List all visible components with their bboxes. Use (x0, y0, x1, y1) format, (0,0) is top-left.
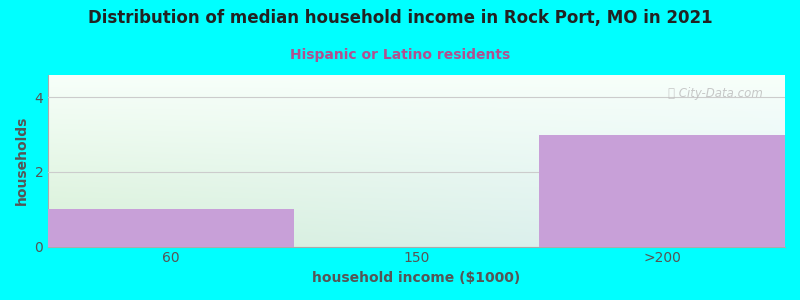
Text: Ⓜ City-Data.com: Ⓜ City-Data.com (668, 87, 763, 100)
Bar (539, 135, 785, 247)
Y-axis label: households: households (15, 116, 29, 206)
X-axis label: household income ($1000): household income ($1000) (313, 271, 521, 285)
Text: Hispanic or Latino residents: Hispanic or Latino residents (290, 48, 510, 62)
Bar (48, 209, 294, 247)
Text: Distribution of median household income in Rock Port, MO in 2021: Distribution of median household income … (88, 9, 712, 27)
